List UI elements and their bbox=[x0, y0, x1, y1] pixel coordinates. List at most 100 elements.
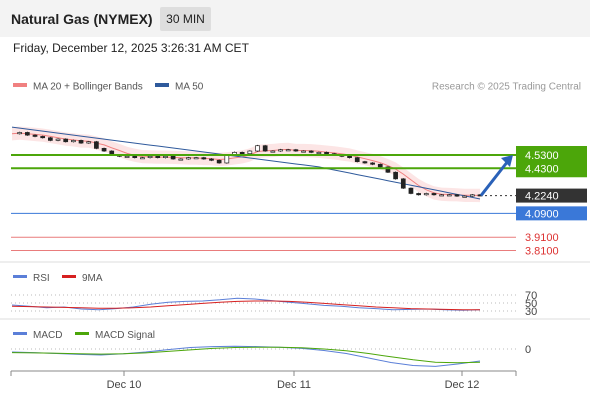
pivot-level-label: 4.0900 bbox=[525, 208, 559, 220]
candle-body bbox=[377, 163, 383, 168]
candle-body bbox=[262, 145, 268, 152]
candle-body bbox=[400, 178, 406, 189]
x-axis: Dec 10 Dec 11 Dec 12 bbox=[10, 371, 517, 391]
candle-body bbox=[201, 157, 207, 160]
macd-panel: 0 bbox=[11, 344, 531, 367]
ma50-legend-label: MA 50 bbox=[175, 82, 204, 93]
candle-body bbox=[24, 132, 30, 136]
research-credit: Research © 2025 Trading Central bbox=[432, 82, 581, 93]
current-level-label: 4.2240 bbox=[525, 191, 559, 203]
rsi-ma-legend-swatch bbox=[62, 275, 76, 278]
candle-body bbox=[354, 157, 360, 162]
candle-body bbox=[140, 157, 145, 160]
candle-body bbox=[147, 155, 153, 159]
instrument-title: Natural Gas (NYMEX) bbox=[11, 11, 153, 27]
candle-body bbox=[163, 155, 168, 159]
resistance-zone bbox=[516, 146, 587, 178]
rsi-series-line bbox=[11, 297, 481, 311]
rsi-tick-label: 70 bbox=[525, 290, 537, 302]
ma20-legend-swatch bbox=[13, 83, 27, 87]
candle-body bbox=[454, 194, 460, 197]
candle-body bbox=[224, 154, 230, 164]
candle-body bbox=[416, 193, 421, 196]
candle-body bbox=[55, 138, 61, 141]
rsi-ma-legend-label: 9MA bbox=[82, 273, 103, 284]
support-level-label: 3.8100 bbox=[525, 246, 559, 258]
candle-body bbox=[178, 158, 184, 161]
current-level-tag bbox=[516, 188, 587, 203]
candle-body bbox=[40, 136, 46, 139]
candle-body bbox=[132, 155, 138, 159]
timeframe-badge[interactable]: 30 MIN bbox=[160, 7, 211, 31]
candle-body bbox=[408, 187, 414, 194]
candle-body bbox=[155, 155, 161, 159]
candle-body bbox=[324, 151, 329, 155]
macd-signal-legend-swatch bbox=[75, 332, 89, 335]
rsi-tick-label: 50 bbox=[525, 298, 537, 310]
candle-body bbox=[101, 148, 107, 152]
candle-body bbox=[170, 155, 176, 160]
macd-tick-label: 0 bbox=[525, 344, 531, 356]
candle-body bbox=[124, 155, 130, 158]
candle-body bbox=[446, 194, 452, 197]
candle-body bbox=[423, 193, 429, 196]
resistance-level-label: 4.4300 bbox=[525, 163, 559, 175]
candle-body bbox=[370, 162, 375, 165]
macd-series-line bbox=[11, 345, 481, 367]
candle-body bbox=[71, 140, 76, 143]
x-tick-label: Dec 11 bbox=[277, 379, 311, 391]
candle-body bbox=[94, 141, 99, 149]
macd-legend-swatch bbox=[13, 332, 27, 335]
resistance-level-label: 4.5300 bbox=[525, 150, 559, 162]
candle-body bbox=[255, 145, 260, 152]
header-bar: Natural Gas (NYMEX) 30 MIN bbox=[0, 0, 590, 37]
support-level-label: 3.9100 bbox=[525, 232, 559, 244]
projection-arrow-head bbox=[501, 155, 513, 167]
candle-body bbox=[78, 140, 84, 144]
candle-body bbox=[469, 194, 475, 197]
x-tick-label: Dec 10 bbox=[107, 379, 142, 391]
candle-body bbox=[393, 171, 398, 180]
macd-series-line bbox=[11, 346, 481, 364]
price-levels: 4.53004.43004.22404.09003.91003.81004.53… bbox=[11, 146, 587, 258]
candle-body bbox=[385, 166, 391, 173]
ma20-legend-label: MA 20 + Bollinger Bands bbox=[33, 82, 143, 93]
macd-legend-label: MACD bbox=[33, 330, 62, 341]
ma50-legend-swatch bbox=[155, 83, 169, 87]
projection-arrow-shaft bbox=[479, 160, 510, 197]
candle-body bbox=[209, 158, 214, 161]
candle-body bbox=[239, 151, 245, 155]
rsi-series-line bbox=[11, 300, 480, 311]
candle-body bbox=[293, 149, 299, 152]
macd-signal-legend-label: MACD Signal bbox=[95, 330, 155, 341]
candle-body bbox=[63, 138, 69, 143]
candle-body bbox=[347, 155, 352, 159]
candle-body bbox=[247, 150, 253, 155]
candle-body bbox=[32, 134, 38, 137]
rsi-tick-label: 30 bbox=[525, 306, 537, 318]
candle-body bbox=[301, 150, 306, 153]
candle-body bbox=[193, 157, 199, 160]
rsi-legend-label: RSI bbox=[33, 273, 50, 284]
candle-body bbox=[316, 151, 322, 154]
candle-body bbox=[270, 150, 276, 153]
candle-body bbox=[285, 149, 291, 152]
candle-body bbox=[431, 193, 437, 196]
pivot-level-tag bbox=[516, 206, 587, 221]
candle-body bbox=[308, 150, 314, 153]
candle-body bbox=[462, 195, 468, 198]
candle-body bbox=[278, 149, 283, 152]
candle-body bbox=[439, 194, 444, 197]
timestamp: Friday, December 12, 2025 3:26:31 AM CET bbox=[13, 41, 249, 55]
candle-body bbox=[86, 141, 92, 144]
candle-body bbox=[48, 137, 53, 141]
rsi-legend-swatch bbox=[13, 275, 27, 278]
candle-body bbox=[362, 161, 368, 164]
x-tick-label: Dec 12 bbox=[445, 379, 480, 391]
candle-body bbox=[17, 132, 23, 135]
candle-body bbox=[216, 159, 222, 164]
candle-body bbox=[186, 157, 191, 160]
